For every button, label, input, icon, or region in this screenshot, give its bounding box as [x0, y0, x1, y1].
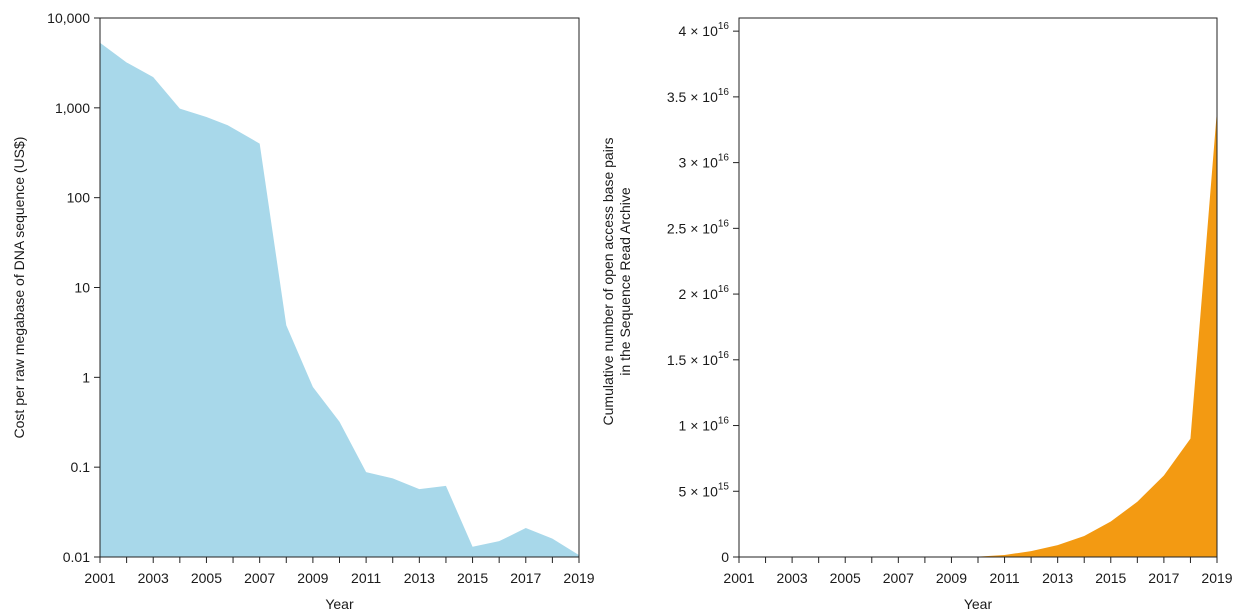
y-axis-label-line: in the Sequence Read Archive [617, 187, 633, 376]
basepairs-area [739, 110, 1217, 558]
x-tick-label: 2007 [883, 570, 914, 586]
y-tick-label: 0.1 [71, 459, 91, 475]
y-tick-label: 3.5 × 1016 [667, 87, 730, 105]
y-tick-label: 3 × 1016 [679, 153, 730, 171]
x-tick-label: 2001 [84, 570, 115, 586]
x-axis-label: Year [964, 596, 993, 612]
y-axis-label: Cumulative number of open access base pa… [600, 138, 633, 426]
y-tick-label: 5 × 1015 [679, 481, 730, 499]
plot-frame [738, 17, 1218, 558]
x-tick-label: 2009 [936, 570, 967, 586]
y-tick-label: 2.5 × 1016 [667, 218, 730, 236]
x-tick-label: 2019 [1201, 570, 1232, 586]
x-tick-label: 2013 [404, 570, 435, 586]
x-tick-label: 2011 [351, 570, 381, 586]
y-tick-label: 10,000 [47, 10, 90, 26]
x-tick-label: 2007 [244, 570, 275, 586]
y-tick-label: 100 [67, 190, 91, 206]
x-tick-label: 2019 [563, 570, 594, 586]
x-tick-label: 2017 [1148, 570, 1179, 586]
y-tick-label: 4 × 1016 [679, 21, 730, 39]
x-tick-label: 2005 [830, 570, 861, 586]
y-tick-label: 10 [74, 280, 90, 296]
chart-cost: 0.01 0.1 1 10 100 1,000 10,000 2001 2003 2005 2007… [11, 10, 595, 612]
y-tick-label: 2 × 1016 [679, 284, 730, 302]
x-tick-label: 2015 [1095, 570, 1126, 586]
y-tick-label: 1 [82, 369, 90, 385]
chart-basepairs: 0 5 × 1015 1 × 1016 1.5 × 1016 2 × 1016 2.5 ×… [600, 17, 1233, 612]
y-tick-label: 1.5 × 1016 [667, 350, 730, 368]
x-tick-label: 2017 [510, 570, 541, 586]
x-tick-label: 2009 [297, 570, 328, 586]
x-tick-label: 2011 [990, 570, 1020, 586]
x-tick-label: 2001 [723, 570, 754, 586]
x-tick-label: 2015 [457, 570, 488, 586]
y-tick-label: 1 × 1016 [679, 416, 730, 434]
x-tick-label: 2003 [777, 570, 808, 586]
y-tick-label: 1,000 [55, 100, 90, 116]
y-axis-label: Cost per raw megabase of DNA sequence (U… [11, 137, 27, 439]
x-tick-label: 2013 [1042, 570, 1073, 586]
x-tick-label: 2005 [191, 570, 222, 586]
x-axis-label: Year [325, 596, 354, 612]
y-tick-label: 0 [721, 549, 729, 565]
cost-area [100, 42, 579, 557]
y-tick-label: 0.01 [63, 549, 90, 565]
x-tick-label: 2003 [138, 570, 169, 586]
y-axis-label-line: Cumulative number of open access base pa… [600, 138, 616, 426]
